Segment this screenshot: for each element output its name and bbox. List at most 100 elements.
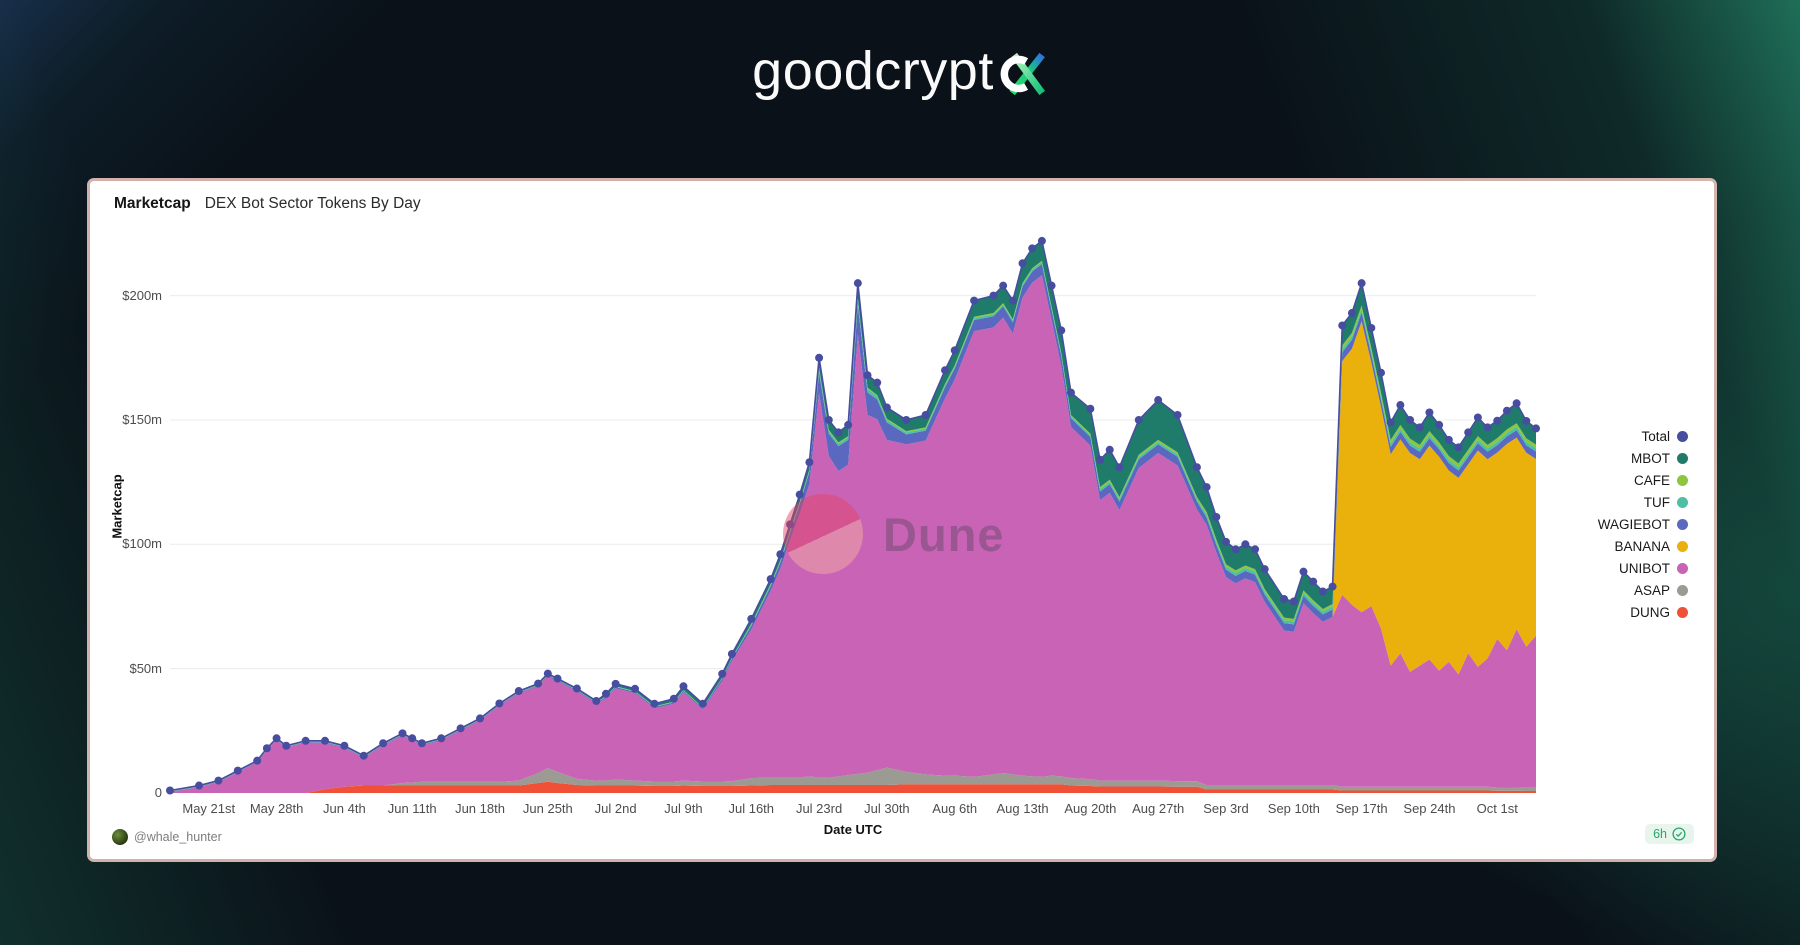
total-point bbox=[1231, 545, 1240, 554]
legend-item-asap[interactable]: ASAP bbox=[1598, 579, 1688, 601]
total-point bbox=[1464, 428, 1473, 437]
total-point bbox=[698, 699, 707, 708]
total-point bbox=[1134, 415, 1143, 424]
author-handle: @whale_hunter bbox=[134, 830, 222, 844]
total-point bbox=[776, 550, 785, 559]
total-point bbox=[359, 751, 368, 760]
x-tick-label: Jul 9th bbox=[664, 801, 703, 816]
legend-dot bbox=[1677, 430, 1688, 442]
area-asap bbox=[170, 767, 1536, 793]
total-point bbox=[1435, 420, 1444, 429]
total-point bbox=[1260, 565, 1269, 574]
total-point bbox=[1473, 413, 1482, 422]
total-point bbox=[1251, 545, 1260, 554]
legend-item-banana[interactable]: BANANA bbox=[1598, 535, 1688, 557]
legend-dot bbox=[1677, 562, 1688, 574]
total-point bbox=[1406, 415, 1415, 424]
total-point bbox=[1221, 537, 1230, 546]
total-point bbox=[1512, 399, 1521, 408]
total-point bbox=[989, 291, 998, 300]
total-point bbox=[650, 699, 659, 708]
legend-item-mbot[interactable]: MBOT bbox=[1598, 447, 1688, 469]
chart-title: Marketcap bbox=[114, 195, 191, 212]
total-point bbox=[408, 734, 417, 743]
total-point bbox=[1057, 326, 1066, 335]
total-point bbox=[592, 696, 601, 705]
author-attribution[interactable]: @whale_hunter bbox=[112, 829, 222, 845]
total-point bbox=[253, 756, 262, 765]
x-tick-label: Jul 2nd bbox=[594, 801, 637, 816]
total-point bbox=[853, 279, 862, 288]
total-point bbox=[166, 786, 174, 795]
total-point bbox=[1028, 244, 1037, 253]
legend-item-wagiebot[interactable]: WAGIEBOT bbox=[1598, 513, 1688, 535]
total-point bbox=[786, 520, 795, 529]
legend-label: DUNG bbox=[1630, 604, 1670, 620]
total-point bbox=[844, 420, 853, 429]
total-point bbox=[950, 346, 959, 355]
legend-dot bbox=[1677, 540, 1688, 552]
area-dung bbox=[170, 781, 1536, 793]
total-point bbox=[1328, 582, 1337, 591]
legend-item-cafe[interactable]: CAFE bbox=[1598, 469, 1688, 491]
chart-legend: Total MBOT CAFE TUF WAGIEBOT BANANA UNIBOT ASAP… bbox=[1598, 425, 1688, 623]
legend-label: ASAP bbox=[1633, 582, 1670, 598]
x-tick-label: Sep 3rd bbox=[1203, 801, 1249, 816]
total-point bbox=[999, 281, 1008, 290]
total-point bbox=[476, 714, 485, 723]
chart-plot bbox=[166, 221, 1540, 795]
total-point bbox=[921, 410, 930, 419]
total-point bbox=[398, 729, 407, 738]
x-tick-label: Sep 24th bbox=[1403, 801, 1456, 816]
total-point bbox=[1483, 423, 1492, 432]
legend-dot bbox=[1677, 452, 1688, 464]
x-tick-label: Jun 4th bbox=[323, 801, 366, 816]
total-point bbox=[679, 682, 688, 691]
total-point bbox=[631, 684, 640, 693]
chart-card: Marketcap DEX Bot Sector Tokens By Day M… bbox=[90, 181, 1714, 859]
goodcrypto-logo: goodcrypt bbox=[752, 44, 1048, 98]
total-point bbox=[863, 371, 872, 380]
legend-dot bbox=[1677, 518, 1688, 530]
total-point bbox=[747, 614, 756, 623]
total-point bbox=[1289, 597, 1298, 606]
verified-check-icon bbox=[1672, 827, 1686, 841]
total-point bbox=[882, 403, 891, 412]
total-point bbox=[456, 724, 465, 733]
total-point bbox=[1454, 443, 1463, 452]
legend-item-unibot[interactable]: UNIBOT bbox=[1598, 557, 1688, 579]
total-point bbox=[669, 694, 678, 703]
total-point bbox=[534, 679, 543, 688]
total-point bbox=[601, 689, 610, 698]
logo-alpha-x-icon bbox=[998, 50, 1048, 98]
total-point bbox=[1299, 567, 1308, 576]
logo-text: goodcrypt bbox=[752, 41, 994, 101]
x-tick-label: May 28th bbox=[249, 801, 304, 816]
total-point bbox=[1502, 406, 1511, 415]
total-point bbox=[301, 736, 310, 745]
total-point bbox=[1318, 587, 1327, 596]
total-point bbox=[321, 736, 330, 745]
x-tick-label: Aug 20th bbox=[1064, 801, 1117, 816]
total-point bbox=[1154, 396, 1163, 405]
total-point bbox=[437, 734, 446, 743]
total-point bbox=[1105, 445, 1114, 454]
y-tick-label: $200m bbox=[122, 287, 162, 303]
total-point bbox=[1347, 309, 1356, 318]
total-point bbox=[1047, 281, 1056, 290]
total-point bbox=[1532, 424, 1540, 433]
total-point bbox=[727, 649, 736, 658]
total-point bbox=[902, 415, 911, 424]
total-point bbox=[1444, 435, 1453, 444]
total-point bbox=[1357, 279, 1366, 288]
total-point bbox=[795, 490, 804, 499]
legend-label: WAGIEBOT bbox=[1597, 516, 1670, 532]
legend-item-tuf[interactable]: TUF bbox=[1598, 491, 1688, 513]
legend-item-dung[interactable]: DUNG bbox=[1598, 601, 1688, 623]
refresh-badge[interactable]: 6h bbox=[1645, 824, 1694, 844]
x-axis-title: Date UTC bbox=[823, 822, 883, 837]
legend-item-total[interactable]: Total bbox=[1598, 425, 1688, 447]
total-point bbox=[1241, 540, 1250, 549]
legend-dot bbox=[1677, 584, 1688, 596]
legend-dot bbox=[1677, 606, 1688, 618]
